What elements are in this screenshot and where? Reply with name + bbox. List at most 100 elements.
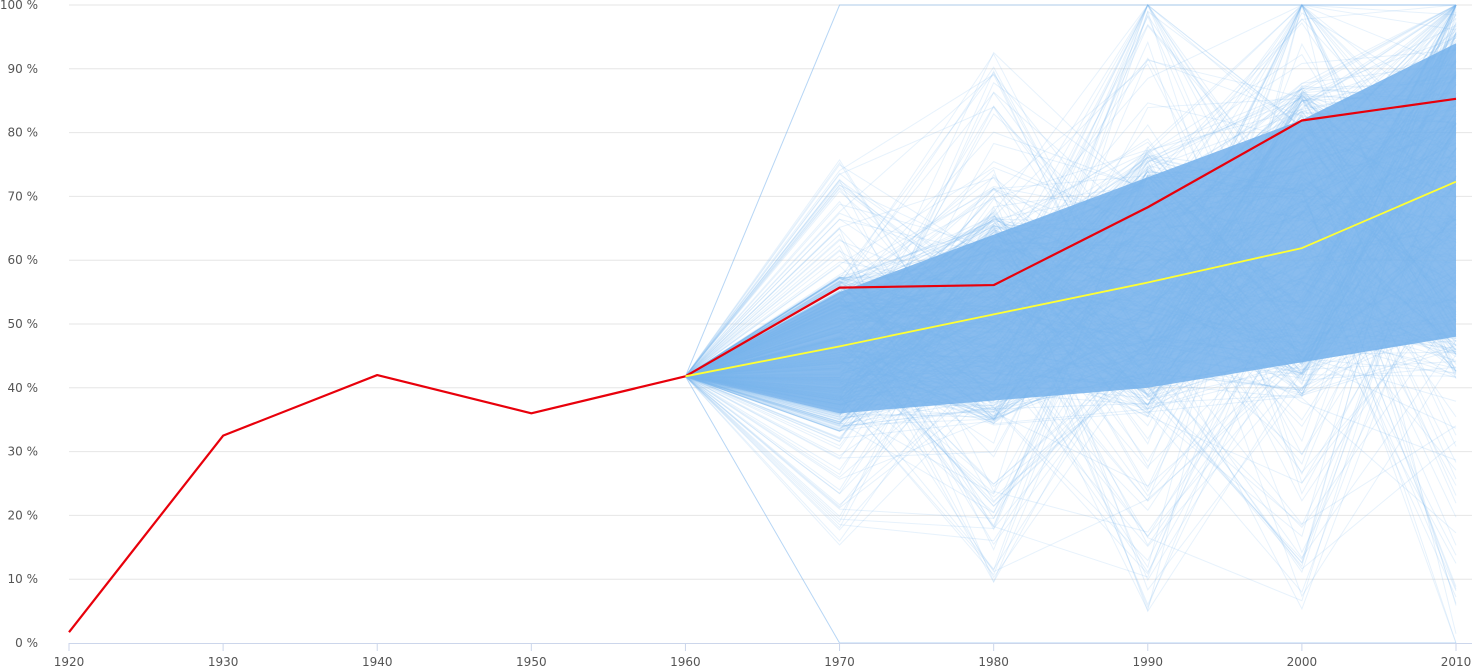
simulation-trajectory	[685, 219, 1457, 385]
simulation-trajectory	[685, 4, 1457, 576]
simulation-trajectory	[685, 110, 1457, 383]
simulation-trajectory	[685, 15, 1457, 424]
simulation-trajectory	[685, 4, 1457, 418]
simulation-trajectory	[685, 4, 1457, 508]
simulation-trajectory	[685, 129, 1457, 385]
x-tick-label: 2010	[1441, 655, 1472, 667]
simulation-trajectory	[685, 189, 1457, 422]
simulation-trajectory	[685, 158, 1457, 463]
simulation-trajectory	[685, 4, 1457, 377]
simulation-trajectory	[685, 95, 1457, 421]
simulation-trajectory	[685, 4, 1457, 392]
simulation-trajectory	[685, 175, 1457, 377]
simulation-trajectory	[685, 213, 1457, 506]
simulation-trajectory	[685, 265, 1457, 386]
simulation-trajectory	[685, 100, 1457, 575]
simulation-trajectory	[685, 199, 1457, 385]
simulation-trajectory	[685, 227, 1457, 377]
simulation-trajectory	[685, 357, 1457, 428]
simulation-trajectory	[685, 105, 1457, 399]
simulation-trajectory	[685, 188, 1457, 377]
simulation-trajectory	[685, 333, 1457, 377]
simulation-trajectory	[685, 118, 1457, 377]
simulation-trajectory	[685, 110, 1457, 440]
simulation-trajectory	[685, 85, 1457, 377]
simulation-trajectory	[685, 4, 1457, 547]
simulation-trajectory	[685, 82, 1457, 432]
simulation-trajectory	[685, 125, 1457, 507]
simulation-trajectory	[685, 104, 1457, 377]
simulation-trajectory	[685, 169, 1457, 591]
simulation-trajectory	[685, 4, 1457, 391]
simulation-trajectory	[685, 275, 1457, 512]
simulation-trajectory	[685, 229, 1457, 377]
simulation-trajectory	[685, 105, 1457, 377]
simulation-trajectory	[685, 200, 1457, 433]
simulation-trajectory	[685, 156, 1457, 456]
simulation-trajectory	[685, 4, 1457, 378]
simulation-trajectory	[685, 3, 1457, 443]
simulation-trajectory	[685, 121, 1457, 377]
simulation-trajectory	[685, 158, 1457, 456]
simulation-trajectory	[685, 182, 1457, 493]
simulation-trajectory	[685, 184, 1457, 471]
simulation-trajectory	[685, 184, 1457, 471]
simulation-trajectory	[685, 229, 1457, 564]
simulation-trajectory	[685, 119, 1457, 377]
simulation-trajectory	[685, 134, 1457, 495]
simulation-trajectory	[685, 215, 1457, 476]
simulation-trajectory	[685, 186, 1457, 463]
simulation-trajectory	[685, 77, 1457, 377]
simulation-trajectory	[685, 223, 1457, 531]
x-tick-label: 1930	[208, 655, 239, 667]
simulation-trajectory	[685, 21, 1457, 427]
simulation-trajectory	[685, 4, 1457, 421]
simulation-trajectory	[685, 255, 1457, 377]
simulation-trajectory	[685, 200, 1457, 486]
simulation-trajectory	[685, 4, 1457, 377]
simulation-trajectory	[685, 331, 1457, 525]
simulation-trajectory	[685, 131, 1457, 394]
x-tick-label: 1920	[54, 655, 85, 667]
simulation-trajectory	[685, 165, 1457, 377]
simulation-trajectory	[685, 52, 1457, 377]
simulation-trajectory	[685, 63, 1457, 377]
simulation-trajectory	[685, 131, 1457, 377]
simulation-trajectory	[685, 7, 1457, 402]
simulation-trajectory	[685, 141, 1457, 402]
simulation-trajectory	[685, 84, 1457, 391]
simulation-trajectory	[685, 139, 1457, 377]
simulation-trajectory	[685, 177, 1457, 397]
y-tick-label: 10 %	[8, 572, 39, 586]
simulation-trajectory	[685, 113, 1457, 386]
simulation-trajectory	[685, 122, 1457, 377]
simulation-trajectory	[685, 343, 1457, 537]
simulation-trajectory	[685, 263, 1457, 399]
simulation-trajectory	[685, 4, 1457, 398]
simulation-trajectory	[685, 98, 1457, 420]
simulation-trajectory	[685, 53, 1457, 423]
simulation-trajectory	[685, 34, 1457, 377]
simulation-trajectory	[685, 77, 1457, 414]
simulation-trajectory	[685, 94, 1457, 377]
simulation-trajectory	[685, 132, 1457, 377]
simulation-trajectory	[685, 143, 1457, 395]
simulation-trajectory	[685, 4, 1457, 377]
simulation-trajectory	[685, 32, 1457, 465]
simulation-trajectory	[685, 182, 1457, 392]
simulation-trajectory	[685, 155, 1457, 546]
simulation-trajectory	[685, 59, 1457, 377]
simulation-trajectory	[685, 4, 1457, 386]
simulation-trajectory	[685, 297, 1457, 399]
simulation-trajectory	[685, 46, 1457, 606]
simulation-trajectory	[685, 98, 1457, 502]
simulation-trajectory	[685, 24, 1457, 377]
simulation-trajectory	[685, 166, 1457, 551]
simulation-trajectory	[685, 122, 1457, 377]
simulation-trajectory	[685, 175, 1457, 401]
simulation-trajectory	[685, 282, 1457, 497]
simulation-trajectory	[685, 181, 1457, 408]
simulation-trajectory	[685, 4, 1457, 377]
series-layer	[68, 97, 1457, 633]
